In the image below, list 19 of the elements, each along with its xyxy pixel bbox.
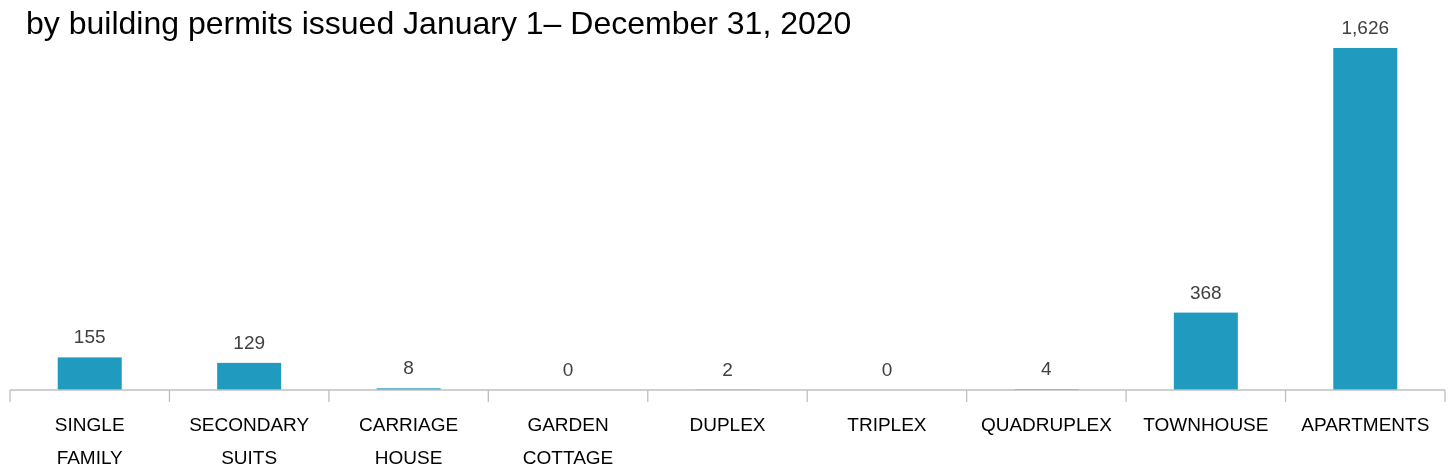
data-label: 4: [1041, 358, 1053, 380]
x-tick-label: SINGLE FAMILY: [54, 414, 125, 468]
x-tick-label: CARRIAGE HOUSE: [358, 414, 459, 468]
data-label: 368: [1189, 281, 1222, 303]
x-tick-label: SECONDARY SUITS: [189, 414, 310, 468]
x-tick-label: TRIPLEX: [847, 414, 927, 435]
data-label: 1,626: [1341, 17, 1390, 38]
x-tick-label: TOWNHOUSE: [1143, 414, 1269, 435]
x-tick-label: APARTMENTS: [1301, 414, 1430, 435]
data-label: 0: [881, 359, 893, 380]
data-label: 2: [722, 358, 733, 380]
x-tick-label: GARDEN COTTAGE: [522, 414, 614, 468]
data-label: 155: [73, 326, 106, 348]
data-label: 0: [562, 359, 574, 380]
x-tick-label: DUPLEX: [689, 414, 766, 435]
data-label: 129: [233, 331, 266, 353]
x-tick-label: QUADRUPLEX: [980, 414, 1113, 435]
data-label: 8: [403, 357, 414, 379]
chart-title: by building permits issued January 1– December 31, 2020: [26, 5, 852, 41]
